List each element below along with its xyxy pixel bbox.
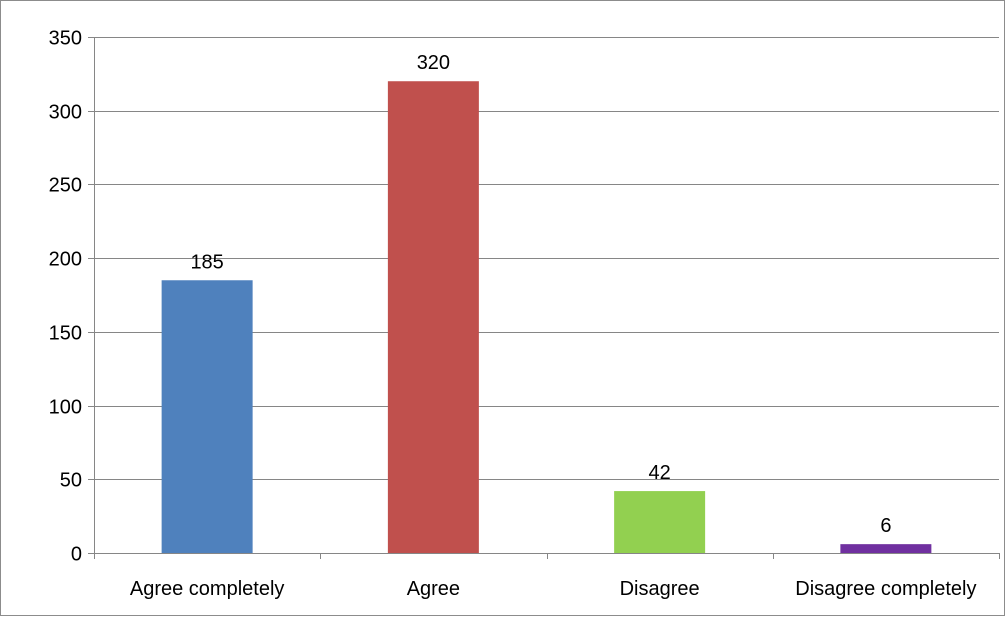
y-tick-label: 250 xyxy=(49,175,82,197)
data-label: 6 xyxy=(880,515,891,537)
y-tick-label: 200 xyxy=(49,249,82,271)
data-label: 42 xyxy=(649,462,671,484)
data-labels: 185 320 42 6 xyxy=(190,52,891,537)
bars xyxy=(161,81,932,553)
x-tick-label: Agree xyxy=(407,578,460,600)
x-tick-label: Agree completely xyxy=(130,578,285,600)
y-tick-label: 300 xyxy=(49,102,82,124)
axes xyxy=(88,37,1000,559)
x-tick-labels: Agree completely Agree Disagree Disagree co… xyxy=(130,578,977,600)
data-label: 320 xyxy=(417,52,450,74)
y-tick-label: 50 xyxy=(60,470,82,492)
y-tick-label: 150 xyxy=(49,323,82,345)
bar xyxy=(161,280,253,553)
bar xyxy=(840,544,932,553)
y-tick-label: 350 xyxy=(49,28,82,50)
bar xyxy=(387,81,479,553)
y-tick-label: 0 xyxy=(71,544,82,566)
data-label: 185 xyxy=(190,251,223,273)
x-tick-label: Disagree xyxy=(620,578,700,600)
bar xyxy=(614,491,706,553)
y-tick-labels: 0 50 100 150 200 250 300 350 xyxy=(49,28,82,566)
y-tick-label: 100 xyxy=(49,397,82,419)
x-tick-label: Disagree completely xyxy=(795,578,976,600)
